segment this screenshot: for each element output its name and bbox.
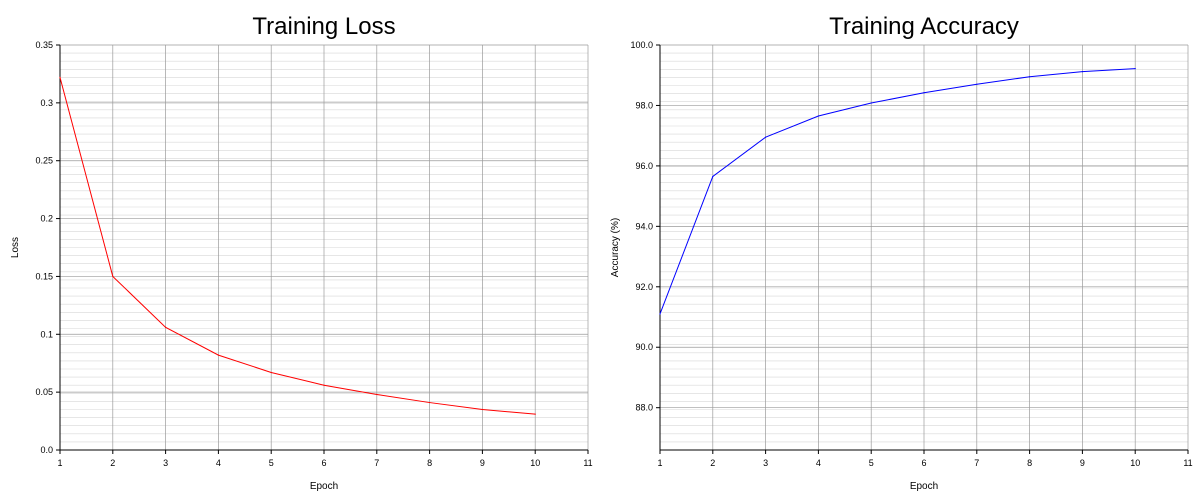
loss-data-point (270, 371, 272, 374)
accuracy-y-axis-label: Accuracy (%) (610, 218, 621, 277)
accuracy-x-tick-label: 11 (1183, 458, 1192, 468)
accuracy-x-tick-label: 7 (974, 458, 979, 468)
accuracy-series-line (659, 68, 1136, 315)
accuracy-data-point (923, 92, 925, 94)
accuracy-x-tick-label: 4 (816, 458, 821, 468)
accuracy-data-point (712, 175, 714, 178)
accuracy-y-tick-label: 90.0 (635, 342, 653, 352)
loss-x-tick-label: 3 (163, 458, 168, 468)
accuracy-chart: 1 2 3 4 5 6 7 8 9 10 11 88.0 90.0 92.0 94.0 96.0 98.0 100… (610, 13, 1193, 492)
loss-series-line (59, 77, 536, 415)
loss-data-point (112, 275, 114, 278)
loss-y-tick-label: 0.3 (40, 98, 53, 108)
accuracy-y-tick-label: 96.0 (635, 161, 653, 171)
loss-y-axis-label: Loss (10, 237, 21, 258)
loss-x-tick-label: 5 (269, 458, 274, 468)
loss-x-tick-label: 11 (583, 458, 592, 468)
loss-x-tick-label: 2 (110, 458, 115, 468)
loss-x-tick-label: 1 (57, 458, 62, 468)
accuracy-data-point (817, 115, 819, 117)
loss-x-tick-label: 8 (427, 458, 432, 468)
loss-x-tick-label: 10 (530, 458, 540, 468)
loss-x-tick-label: 9 (480, 458, 485, 468)
accuracy-x-tick-label: 9 (1080, 458, 1085, 468)
loss-y-tick-label: 0.0 (40, 445, 53, 455)
loss-data-point (376, 393, 378, 396)
loss-data-point (323, 384, 325, 386)
loss-data-point (165, 326, 167, 328)
loss-title: Training Loss (252, 13, 395, 40)
loss-data-point (429, 401, 431, 404)
loss-chart-panel: 1 2 3 4 5 6 7 8 9 10 11 0.0 0.05 0.1 0.15 0.2 0.25 0.3 0.3… (10, 13, 593, 492)
accuracy-data-point (1081, 70, 1083, 73)
accuracy-x-tick-label: 2 (710, 458, 715, 468)
loss-y-tick-label: 0.35 (35, 40, 53, 50)
loss-x-tick-label: 6 (321, 458, 326, 468)
loss-y-tick-label: 0.1 (40, 329, 53, 339)
accuracy-x-tick-label: 3 (763, 458, 768, 468)
loss-x-axis-label: Epoch (310, 481, 338, 492)
loss-y-tick-label: 0.15 (35, 271, 53, 281)
accuracy-y-tick-label: 94.0 (635, 221, 653, 231)
accuracy-data-point (1029, 76, 1031, 78)
accuracy-y-tick-label: 100.0 (630, 40, 653, 50)
loss-data-point (481, 408, 483, 411)
accuracy-y-tick-label: 98.0 (635, 100, 653, 110)
accuracy-title: Training Accuracy (829, 13, 1019, 40)
loss-x-tick-label: 4 (216, 458, 221, 468)
accuracy-data-point (765, 136, 767, 138)
accuracy-data-point (1134, 67, 1136, 70)
accuracy-x-tick-label: 10 (1130, 458, 1140, 468)
loss-data-point (217, 354, 219, 356)
accuracy-y-tick-label: 92.0 (635, 282, 653, 292)
accuracy-data-point (659, 313, 661, 315)
loss-y-tick-label: 0.2 (40, 214, 53, 224)
loss-y-tick-label: 0.05 (35, 387, 53, 397)
loss-data-point (534, 413, 536, 415)
loss-x-tick-label: 7 (374, 458, 379, 468)
accuracy-x-tick-label: 8 (1027, 458, 1032, 468)
loss-y-tick-label: 0.25 (35, 156, 53, 166)
accuracy-data-point (870, 102, 872, 104)
accuracy-x-tick-label: 1 (657, 458, 662, 468)
accuracy-y-tick-label: 88.0 (635, 403, 653, 413)
loss-chart: 1 2 3 4 5 6 7 8 9 10 11 0.0 0.05 0.1 0.15 0.2 0.25 0.3 0.3… (10, 13, 593, 492)
accuracy-x-tick-label: 6 (921, 458, 926, 468)
accuracy-chart-panel: 1 2 3 4 5 6 7 8 9 10 11 88.0 90.0 92.0 94.0 96.0 98.0 100… (600, 0, 1200, 500)
accuracy-x-tick-label: 5 (869, 458, 874, 468)
loss-data-point (59, 76, 61, 78)
accuracy-data-point (976, 83, 978, 85)
accuracy-x-axis-label: Epoch (910, 481, 938, 492)
